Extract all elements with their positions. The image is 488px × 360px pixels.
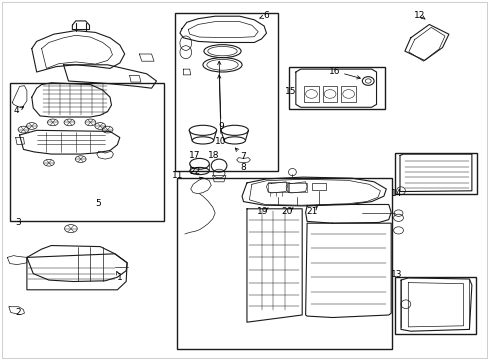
Text: 5: 5 <box>95 199 101 207</box>
Text: 3: 3 <box>16 218 21 227</box>
Text: 21: 21 <box>305 207 317 216</box>
Text: 13: 13 <box>390 270 402 279</box>
Text: 20: 20 <box>281 207 293 216</box>
Text: 11: 11 <box>171 171 183 180</box>
Bar <box>304 86 318 102</box>
Bar <box>322 86 337 102</box>
Text: 18: 18 <box>208 152 220 161</box>
Text: 6: 6 <box>263 11 269 20</box>
Bar <box>177 178 391 349</box>
Text: 1: 1 <box>117 274 122 282</box>
Text: 15: 15 <box>284 87 296 96</box>
Bar <box>287 183 306 192</box>
Text: 14: 14 <box>390 189 402 198</box>
Bar <box>311 183 325 190</box>
Bar <box>394 277 475 334</box>
Text: 10: 10 <box>215 137 226 146</box>
Bar <box>175 13 277 171</box>
Text: 16: 16 <box>328 67 340 76</box>
Bar <box>10 83 163 221</box>
Bar <box>394 153 476 194</box>
Text: 22: 22 <box>188 166 200 176</box>
Text: 12: 12 <box>413 11 425 20</box>
Text: 8: 8 <box>240 163 246 172</box>
Text: 2: 2 <box>16 307 21 317</box>
Text: 4: 4 <box>14 107 20 116</box>
Bar <box>267 182 288 192</box>
Bar <box>289 67 384 109</box>
Text: 19: 19 <box>257 207 268 216</box>
Bar <box>341 86 355 102</box>
Text: 7: 7 <box>240 152 246 161</box>
Text: 9: 9 <box>218 122 224 131</box>
Text: 17: 17 <box>188 152 200 161</box>
